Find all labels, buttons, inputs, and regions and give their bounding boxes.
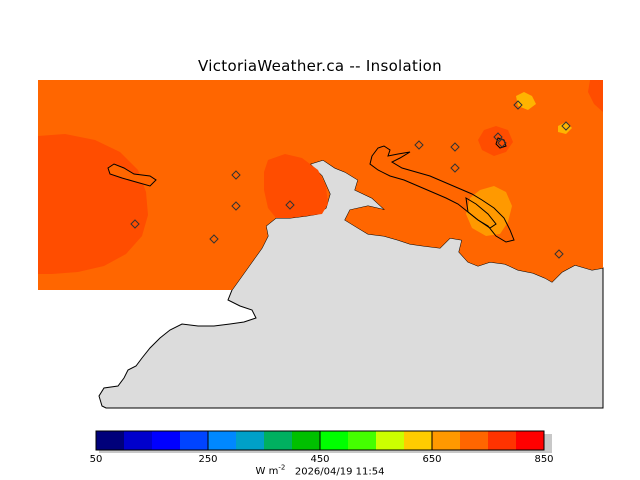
station-marker bbox=[450, 163, 460, 173]
color-scale-cell bbox=[348, 431, 377, 450]
island-outline bbox=[107, 163, 157, 187]
color-scale-cell bbox=[152, 431, 181, 450]
color-scale-cell bbox=[180, 431, 209, 450]
color-scale-cell bbox=[376, 431, 405, 450]
color-scale-cell bbox=[320, 431, 349, 450]
color-scale-tick-label: 650 bbox=[422, 454, 442, 465]
color-scale-cell bbox=[488, 431, 517, 450]
color-scale-cell bbox=[264, 431, 293, 450]
station-marker bbox=[130, 219, 140, 229]
inner-harbour-outline bbox=[465, 197, 497, 229]
station-marker bbox=[231, 170, 241, 180]
high-insolation-corner bbox=[588, 80, 603, 112]
station-marker bbox=[285, 200, 295, 210]
color-scale-cell bbox=[404, 431, 433, 450]
color-scale-frame bbox=[95, 430, 545, 451]
color-scale-cell bbox=[124, 431, 153, 450]
color-scale-cell bbox=[292, 431, 321, 450]
timestamp: 2026/04/19 11:54 bbox=[294, 466, 385, 478]
map-title: VictoriaWeather.ca -- Insolation bbox=[198, 57, 442, 75]
color-scale-cell bbox=[236, 431, 265, 450]
station-marker bbox=[554, 249, 564, 259]
color-scale-tick-label: 50 bbox=[89, 454, 103, 465]
units-label: W m-2 bbox=[255, 464, 286, 478]
color-scale-tick-label: 250 bbox=[198, 454, 218, 465]
station-marker bbox=[450, 142, 460, 152]
station-marker bbox=[414, 140, 424, 150]
station-marker bbox=[497, 138, 507, 148]
station-marker bbox=[513, 100, 523, 110]
color-scale-cell bbox=[516, 431, 545, 450]
color-scale-cell bbox=[432, 431, 461, 450]
color-scale-tick-label: 450 bbox=[310, 454, 330, 465]
station-marker bbox=[561, 121, 571, 131]
color-scale-cell bbox=[460, 431, 489, 450]
station-marker bbox=[231, 201, 241, 211]
color-scale-cells bbox=[95, 431, 545, 450]
high-insolation-east bbox=[478, 126, 513, 156]
station-marker bbox=[493, 132, 503, 142]
color-scale-tick-label: 850 bbox=[534, 454, 554, 465]
station-marker bbox=[209, 234, 219, 244]
station-markers bbox=[130, 100, 571, 259]
color-scale-cell bbox=[208, 431, 237, 450]
legend-footer: W m-2 2026/04/19 11:54 bbox=[0, 464, 640, 477]
high-insolation-central bbox=[264, 154, 328, 218]
low-insolation-harbour bbox=[466, 186, 512, 236]
color-scale-cell bbox=[96, 431, 125, 450]
peninsula-outline bbox=[369, 145, 515, 243]
